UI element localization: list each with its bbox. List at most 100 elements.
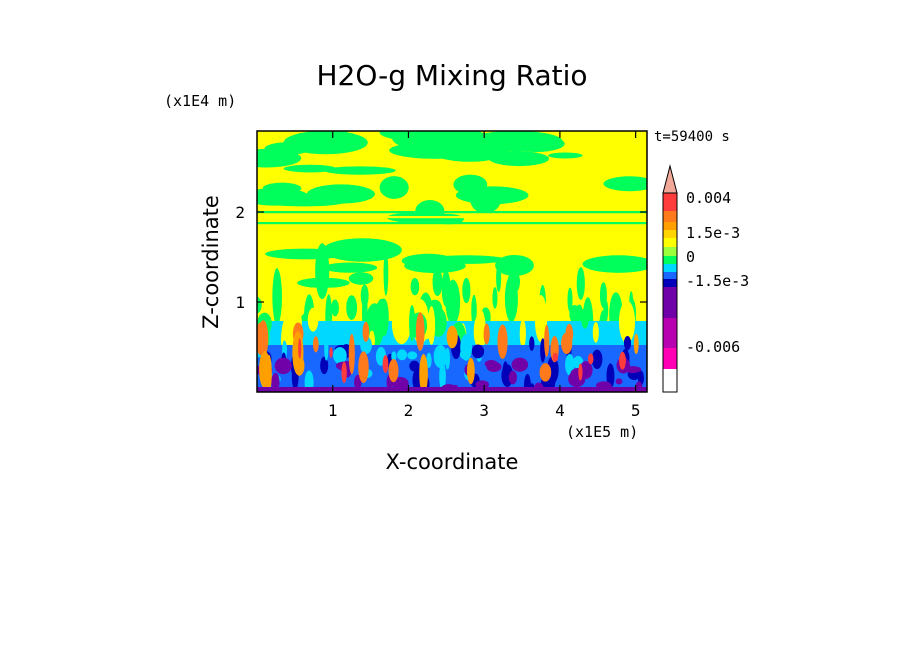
green-patch bbox=[306, 184, 375, 204]
colorbar-label: -1.5e-3 bbox=[686, 272, 749, 290]
colorbar-segment bbox=[663, 272, 677, 279]
turbulent-cell bbox=[591, 349, 603, 370]
moist-plume bbox=[313, 336, 319, 353]
green-patch bbox=[379, 176, 409, 199]
green-plume bbox=[507, 270, 521, 294]
x-tick-label: 1 bbox=[328, 401, 338, 420]
y-tick-label: 2 bbox=[235, 203, 245, 222]
green-patch bbox=[264, 142, 310, 156]
y-tick-label: 1 bbox=[235, 293, 245, 312]
colorbar-segment bbox=[663, 247, 677, 256]
moist-plume bbox=[539, 363, 552, 382]
green-patch bbox=[323, 262, 378, 273]
colorbar-segment bbox=[663, 222, 677, 230]
turbulent-cell bbox=[304, 370, 314, 392]
green-patch bbox=[379, 131, 478, 142]
turbulent-cell bbox=[333, 347, 347, 364]
green-plume bbox=[576, 267, 585, 300]
turbulent-cell bbox=[433, 344, 448, 368]
green-plume bbox=[492, 287, 498, 309]
moist-plume bbox=[362, 321, 370, 342]
moist-plume bbox=[419, 353, 428, 392]
stratified-band bbox=[257, 222, 647, 225]
time-label: t=59400 s bbox=[654, 129, 730, 145]
turbulent-cell bbox=[360, 336, 372, 355]
green-patch bbox=[582, 255, 647, 273]
purple-cell bbox=[624, 366, 642, 374]
moist-plume bbox=[358, 351, 369, 384]
moist-core bbox=[329, 347, 333, 358]
plume bbox=[473, 316, 482, 346]
green-patch bbox=[548, 152, 583, 159]
purple-cell bbox=[486, 361, 502, 373]
x-axis: 1 2 3 4 5 bbox=[328, 131, 641, 420]
green-plume bbox=[257, 297, 262, 314]
colorbar-label: -0.006 bbox=[686, 338, 740, 356]
moist-plume bbox=[388, 358, 399, 383]
y-unit-label: (x1E4 m) bbox=[164, 92, 236, 110]
moist-core bbox=[298, 338, 302, 359]
turbulent-cell bbox=[565, 353, 575, 376]
colorbar-segment bbox=[663, 279, 677, 287]
turbulent-cell bbox=[396, 349, 408, 361]
green-plume bbox=[383, 250, 389, 296]
moist-plume bbox=[294, 355, 305, 376]
turbulent-cell bbox=[426, 352, 432, 369]
plume bbox=[307, 307, 319, 332]
green-plume bbox=[331, 299, 339, 317]
turbulent-cell bbox=[623, 335, 632, 351]
green-patch bbox=[430, 139, 509, 162]
moist-plume bbox=[257, 322, 266, 355]
plot-frame bbox=[256, 130, 648, 393]
turbulent-cell bbox=[391, 351, 397, 362]
colorbar-segment bbox=[663, 264, 677, 272]
moist-core bbox=[578, 363, 583, 381]
contour-field bbox=[257, 131, 647, 392]
green-plume bbox=[315, 243, 330, 300]
green-patch bbox=[324, 166, 396, 175]
x-tick-label: 2 bbox=[404, 401, 414, 420]
moist-core bbox=[341, 361, 347, 384]
moist-plume bbox=[259, 350, 271, 389]
green-plume bbox=[410, 277, 420, 296]
turbulent-cell bbox=[439, 362, 446, 391]
colorbar-segment bbox=[663, 238, 677, 247]
purple-cell bbox=[511, 357, 529, 372]
colorbar-labels: 0.004 1.5e-3 0 -1.5e-3 -0.006 bbox=[686, 189, 749, 356]
green-patch bbox=[262, 182, 302, 195]
moist-core bbox=[587, 353, 594, 365]
plume bbox=[534, 294, 548, 343]
green-patch bbox=[470, 189, 501, 214]
moist-plume bbox=[633, 333, 639, 355]
stratified-band bbox=[257, 216, 647, 219]
y-axis: 12 bbox=[235, 203, 647, 312]
moist-plume bbox=[544, 324, 550, 357]
green-patch bbox=[603, 176, 647, 192]
turbulent-cell bbox=[471, 344, 485, 359]
green-patch bbox=[308, 131, 351, 147]
green-patch bbox=[265, 248, 347, 260]
plume bbox=[391, 302, 412, 345]
green-plume bbox=[496, 263, 502, 293]
purple-cell bbox=[475, 380, 490, 389]
stratified-band bbox=[257, 211, 647, 214]
green-plume bbox=[346, 295, 358, 320]
colorbar-segment bbox=[663, 348, 677, 369]
colorbar-segment bbox=[663, 318, 677, 348]
y-axis-title: Z-coordinate bbox=[199, 195, 223, 329]
moist-plume bbox=[446, 325, 458, 349]
green-plume bbox=[432, 267, 443, 297]
x-tick-label: 4 bbox=[555, 401, 565, 420]
moist-plume bbox=[483, 323, 490, 345]
colorbar-segment bbox=[663, 287, 677, 318]
turbulent-cell bbox=[407, 351, 418, 360]
x-unit-label: (x1E5 m) bbox=[566, 423, 638, 441]
purple-cell bbox=[615, 378, 623, 385]
colorbar-frame bbox=[662, 192, 678, 393]
green-plume bbox=[599, 282, 607, 308]
x-axis-title: X-coordinate bbox=[386, 450, 519, 474]
purple-cell bbox=[274, 357, 292, 375]
x-tick-label: 3 bbox=[479, 401, 489, 420]
x-tick-label: 5 bbox=[631, 401, 641, 420]
plume bbox=[592, 322, 599, 343]
